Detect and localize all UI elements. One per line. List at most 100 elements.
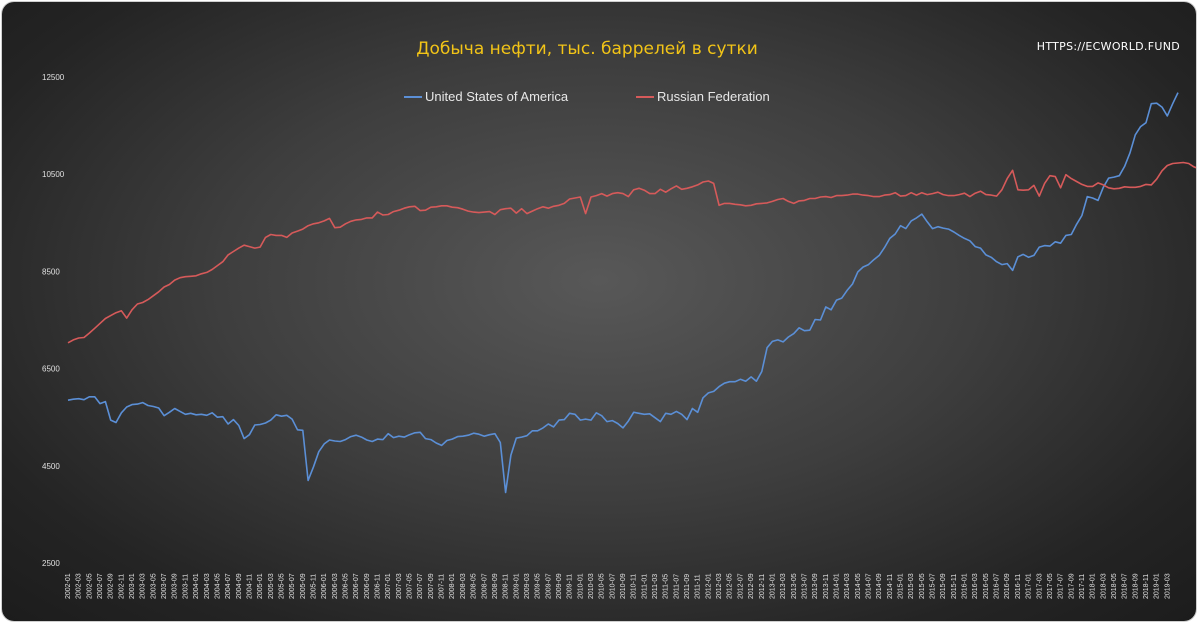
x-tick-label: 2011-11 (695, 574, 702, 599)
x-tick-label: 2006-03 (332, 573, 339, 599)
x-tick-label: 2015-05 (919, 573, 926, 599)
x-tick-label: 2013-03 (780, 573, 787, 599)
x-tick-label: 2015-11 (951, 574, 958, 599)
x-tick-label: 2009-09 (556, 573, 563, 599)
x-tick-label: 2003-05 (150, 573, 157, 599)
x-tick-label: 2010-09 (620, 573, 627, 599)
series-line-russia (67, 161, 1196, 344)
x-tick-label: 2008-09 (492, 573, 499, 599)
x-tick-label: 2017-01 (1026, 573, 1033, 599)
x-tick-label: 2012-09 (748, 573, 755, 599)
x-tick-label: 2012-01 (705, 573, 712, 599)
x-tick-label: 2012-05 (727, 573, 734, 599)
x-tick-label: 2008-05 (471, 573, 478, 599)
x-tick-label: 2015-01 (898, 573, 905, 599)
legend-label-russia: Russian Federation (657, 89, 770, 104)
x-tick-label: 2014-07 (865, 573, 872, 599)
x-tick-label: 2011-09 (684, 574, 691, 599)
x-tick-label: 2006-07 (353, 573, 360, 599)
x-tick-label: 2010-03 (588, 573, 595, 599)
x-tick-label: 2004-03 (204, 573, 211, 599)
x-tick-label: 2003-07 (161, 573, 168, 599)
x-tick-label: 2012-03 (716, 573, 723, 599)
x-tick-label: 2004-09 (236, 573, 243, 599)
y-tick-label: 10500 (42, 170, 65, 179)
x-tick-label: 2011-03 (652, 574, 659, 599)
x-tick-label: 2007-07 (417, 573, 424, 599)
x-tick-label: 2009-01 (513, 573, 520, 599)
y-tick-label: 4500 (42, 462, 60, 471)
x-tick-label: 2016-05 (983, 573, 990, 599)
y-tick-label: 6500 (42, 365, 60, 374)
x-tick-label: 2007-11 (439, 574, 446, 599)
x-tick-label: 2006-09 (364, 573, 371, 599)
x-tick-label: 2003-09 (172, 573, 179, 599)
x-tick-label: 2018-09 (1132, 573, 1139, 599)
chart-legend: United States of America Russian Federat… (404, 89, 770, 104)
chart-title: Добыча нефти, тыс. баррелей в сутки (416, 39, 758, 59)
x-tick-label: 2002-11 (118, 574, 125, 599)
x-tick-label: 2009-07 (545, 573, 552, 599)
x-tick-label: 2018-07 (1122, 573, 1129, 599)
x-tick-label: 2002-03 (76, 573, 83, 599)
x-tick-label: 2013-01 (769, 573, 776, 599)
x-tick-label: 2008-01 (449, 573, 456, 599)
x-tick-label: 2009-11 (567, 574, 574, 599)
y-tick-label: 8500 (42, 267, 60, 276)
y-tick-label: 12500 (42, 73, 65, 82)
x-tick-label: 2017-03 (1036, 573, 1043, 599)
legend-label-usa: United States of America (425, 89, 569, 104)
source-url-label: HTTPS://ECWORLD.FUND (1037, 40, 1180, 53)
x-tick-label: 2004-07 (225, 573, 232, 599)
x-axis: 2002-01 2002-03 2002-05 2002-07 2002-09 2002-… (65, 573, 1171, 599)
x-tick-label: 2005-07 (289, 573, 296, 599)
x-tick-label: 2016-07 (994, 573, 1001, 599)
x-tick-label: 2015-09 (940, 573, 947, 599)
x-tick-label: 2008-03 (460, 573, 467, 599)
x-tick-label: 2010-05 (599, 573, 606, 599)
x-tick-label: 2010-07 (609, 573, 616, 599)
series-lines (67, 92, 1196, 494)
x-tick-label: 2010-01 (577, 573, 584, 599)
x-tick-label: 2005-01 (257, 573, 264, 599)
x-tick-label: 2013-11 (823, 574, 830, 599)
x-tick-label: 2003-03 (140, 573, 147, 599)
x-tick-label: 2015-03 (908, 573, 915, 599)
x-tick-label: 2007-03 (396, 573, 403, 599)
x-tick-label: 2004-05 (214, 573, 221, 599)
x-tick-label: 2010-11 (631, 574, 638, 599)
x-tick-label: 2002-09 (108, 573, 115, 599)
y-tick-label: 2500 (42, 559, 60, 568)
x-tick-label: 2018-11 (1143, 574, 1150, 599)
x-tick-label: 2007-01 (385, 573, 392, 599)
x-tick-label: 2019-03 (1164, 573, 1171, 599)
x-tick-label: 2014-11 (887, 574, 894, 599)
x-tick-label: 2016-09 (1004, 573, 1011, 599)
x-tick-label: 2015-07 (930, 573, 937, 599)
x-tick-label: 2002-07 (97, 573, 104, 599)
x-tick-label: 2008-11 (503, 574, 510, 599)
x-tick-label: 2016-01 (962, 573, 969, 599)
y-axis: 2500 4500 6500 8500 10500 12500 (42, 73, 65, 568)
x-tick-label: 2017-09 (1068, 573, 1075, 599)
x-tick-label: 2018-01 (1090, 573, 1097, 599)
x-tick-label: 2007-05 (407, 573, 414, 599)
x-tick-label: 2017-11 (1079, 574, 1086, 599)
x-tick-label: 2018-05 (1111, 573, 1118, 599)
x-tick-label: 2002-01 (65, 573, 72, 599)
x-tick-label: 2008-07 (481, 573, 488, 599)
x-tick-label: 2018-03 (1100, 573, 1107, 599)
x-tick-label: 2014-09 (876, 573, 883, 599)
x-tick-label: 2011-05 (663, 574, 670, 599)
x-tick-label: 2005-05 (278, 573, 285, 599)
x-tick-label: 2006-01 (321, 573, 328, 599)
x-tick-label: 2006-11 (375, 574, 382, 599)
x-tick-label: 2005-09 (300, 573, 307, 599)
x-tick-label: 2003-01 (129, 573, 136, 599)
x-tick-label: 2014-01 (833, 573, 840, 599)
x-tick-label: 2011-01 (641, 574, 648, 599)
x-tick-label: 2016-11 (1015, 574, 1022, 599)
x-tick-label: 2002-05 (86, 573, 93, 599)
x-tick-label: 2006-05 (343, 573, 350, 599)
x-tick-label: 2005-11 (310, 574, 317, 599)
